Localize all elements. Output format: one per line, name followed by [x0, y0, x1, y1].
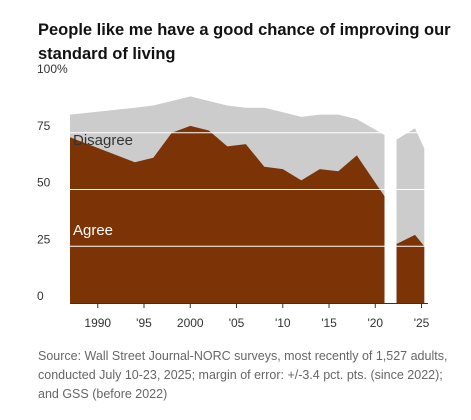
agree-series-label: Agree	[73, 222, 113, 239]
x-tick-label: '25	[414, 316, 430, 330]
x-tick-label: '15	[321, 316, 337, 330]
area-layer	[70, 96, 425, 304]
labels: 0 25 50 75 100% 1990 '95 2000 '05 '10 '15 '20 '25 Dis…	[37, 62, 430, 330]
x-tick-label: 1990	[84, 316, 111, 330]
agree-area-segment-2	[396, 234, 425, 303]
y-tick-label: 75	[37, 119, 51, 133]
x-tick-label: '95	[136, 316, 152, 330]
x-tick-label: '10	[275, 316, 291, 330]
y-tick-label: 50	[37, 176, 51, 190]
y-tick-label: 25	[37, 232, 51, 246]
y-tick-label: 100%	[37, 62, 68, 76]
x-tick-label: '05	[229, 316, 245, 330]
agree-area-segment-1	[70, 125, 385, 304]
chart-title: People like me have a good chance of imp…	[38, 21, 451, 63]
disagree-series-label: Disagree	[73, 132, 133, 149]
source-note: Source: Wall Street Journal-NORC surveys…	[38, 349, 448, 401]
gridlines	[70, 75, 428, 308]
x-tick-label: '20	[367, 316, 383, 330]
x-tick-label: 2000	[177, 316, 204, 330]
y-tick-label: 0	[37, 289, 44, 303]
